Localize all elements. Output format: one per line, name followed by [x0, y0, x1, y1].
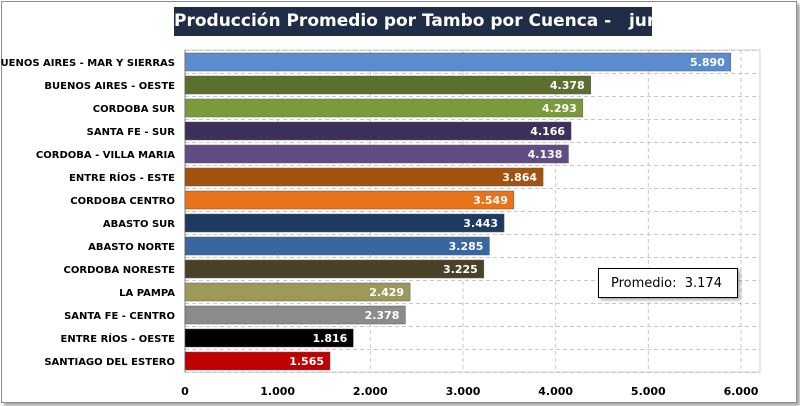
x-axis-ticks: 0 1.000 2.000 3.000 4.000 5.000 6.000	[181, 385, 759, 398]
x-tick-label: 1.000	[260, 385, 295, 398]
bar	[184, 52, 732, 72]
x-tick-label: 4.000	[538, 385, 573, 398]
x-tick-label: 0	[181, 385, 189, 398]
bar-value-label: 3.285	[449, 240, 484, 253]
category-label: CORDOBA CENTRO	[70, 196, 175, 207]
chart-title: Producción Promedio por Tambo por Cuenca…	[174, 7, 730, 36]
x-tick-label: 6.000	[724, 385, 759, 398]
bar	[184, 167, 544, 187]
average-value: 3.174	[684, 276, 722, 291]
bar-value-label: 1.565	[289, 355, 324, 368]
category-label: CORDOBA NORESTE	[64, 265, 176, 276]
category-label: LA PAMPA	[119, 288, 175, 299]
bar	[184, 305, 406, 325]
bar	[184, 98, 584, 118]
bar-value-label: 5.890	[690, 56, 725, 69]
bar	[184, 213, 505, 233]
x-tick-label: 5.000	[631, 385, 666, 398]
category-label: ENTRE RÍOS - ESTE	[69, 171, 175, 184]
bar-value-label: 1.816	[312, 332, 347, 345]
bar	[184, 121, 572, 141]
bar-value-label: 4.378	[550, 79, 585, 92]
bars: 5.890 4.378 4.293 4.166 4.138 3.864 3.549 3.443…	[184, 52, 732, 371]
bar-value-label: 4.166	[530, 125, 565, 138]
bar-value-label: 3.549	[473, 194, 508, 207]
average-annotation: Promedio: 3.174	[598, 268, 738, 298]
bar	[184, 144, 569, 164]
bar	[184, 259, 485, 279]
bar-value-label: 2.378	[365, 309, 400, 322]
category-label: ENTRE RÍOS - OESTE	[61, 332, 176, 345]
category-labels: BUENOS AIRES - MAR Y SIERRAS BUENOS AIRES…	[0, 58, 175, 368]
category-label: BUENOS AIRES - MAR Y SIERRAS	[0, 58, 175, 69]
category-label: CORDOBA - VILLA MARIA	[36, 150, 175, 161]
bar	[184, 328, 354, 348]
category-label: ABASTO NORTE	[88, 242, 175, 253]
bar	[184, 236, 490, 256]
bar	[184, 282, 411, 302]
average-label: Promedio:	[611, 276, 677, 291]
bar-value-label: 2.429	[369, 286, 404, 299]
category-label: SANTIAGO DEL ESTERO	[44, 357, 175, 368]
category-label: SANTA FE - CENTRO	[64, 311, 175, 322]
bar-value-label: 3.225	[443, 263, 478, 276]
bar-value-label: 3.864	[502, 171, 537, 184]
x-tick-label: 2.000	[353, 385, 388, 398]
x-tick-label: 3.000	[446, 385, 481, 398]
category-label: CORDOBA SUR	[93, 104, 176, 115]
bar-value-label: 4.293	[542, 102, 577, 115]
bar	[184, 190, 515, 210]
bar	[184, 351, 331, 371]
category-label: BUENOS AIRES - OESTE	[44, 81, 175, 92]
bar-value-label: 3.443	[463, 217, 498, 230]
category-label: ABASTO SUR	[103, 219, 175, 230]
category-label: SANTA FE - SUR	[87, 127, 176, 138]
bar	[184, 75, 591, 95]
bar-value-label: 4.138	[528, 148, 563, 161]
